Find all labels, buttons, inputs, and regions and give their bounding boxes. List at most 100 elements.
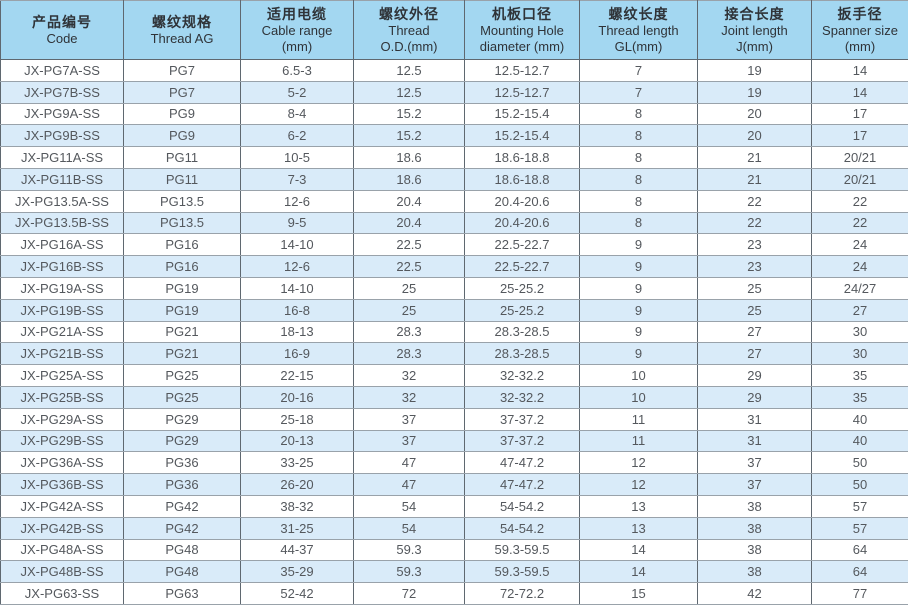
- table-row: JX-PG11A-SS PG11 10-5 18.6 18.6-18.8 8 21 20/21: [0, 146, 908, 169]
- column-header-zh: 螺纹长度: [608, 5, 669, 22]
- cell-mounting-hole: 20.4-20.6: [464, 189, 580, 213]
- table-row: JX-PG21B-SS PG21 16-9 28.3 28.3-28.5 9 27 30: [0, 342, 908, 366]
- cell-mounting-hole: 15.2-15.4: [464, 124, 580, 148]
- cell-spanner-size: 17: [811, 124, 908, 148]
- cell-cable-range: 16-9: [240, 342, 354, 366]
- cell-joint-length: 22: [697, 189, 812, 213]
- cell-spanner-size: 30: [811, 320, 908, 344]
- cell-mounting-hole: 15.2-15.4: [464, 102, 580, 126]
- cell-thread-od: 32: [353, 364, 465, 387]
- cell-cable-range: 10-5: [240, 146, 354, 169]
- cell-thread-length: 14: [579, 560, 698, 584]
- cell-joint-length: 38: [697, 494, 812, 518]
- column-header-thread-length: 螺纹长度 Thread length GL(mm): [579, 0, 698, 60]
- cell-code: JX-PG21B-SS: [0, 342, 124, 366]
- column-header-en-line2: (mm): [281, 38, 313, 54]
- cell-thread-od: 32: [353, 385, 465, 409]
- cell-thread-length: 9: [579, 342, 698, 366]
- cell-mounting-hole: 54-54.2: [464, 494, 580, 518]
- cell-thread-length: 15: [579, 582, 698, 605]
- cell-thread-length: 10: [579, 385, 698, 409]
- cell-thread-length: 9: [579, 255, 698, 278]
- cell-joint-length: 27: [697, 320, 812, 344]
- cell-joint-length: 42: [697, 582, 812, 605]
- column-header-thread-ag: 螺纹规格 Thread AG: [123, 0, 241, 60]
- cell-thread-length: 9: [579, 276, 698, 300]
- table-row: JX-PG36B-SS PG36 26-20 47 47-47.2 12 37 50: [0, 473, 908, 496]
- cell-cable-range: 18-13: [240, 320, 354, 344]
- cell-thread-ag: PG13.5: [123, 211, 241, 235]
- cell-thread-length: 9: [579, 298, 698, 322]
- table-row: JX-PG48B-SS PG48 35-29 59.3 59.3-59.5 14 38 64: [0, 560, 908, 584]
- table-row: JX-PG25B-SS PG25 20-16 32 32-32.2 10 29 35: [0, 385, 908, 409]
- cell-thread-length: 14: [579, 538, 698, 562]
- cell-spanner-size: 24: [811, 255, 908, 278]
- cell-cable-range: 38-32: [240, 494, 354, 518]
- cell-mounting-hole: 59.3-59.5: [464, 538, 580, 562]
- cell-joint-length: 31: [697, 429, 812, 453]
- cell-mounting-hole: 18.6-18.8: [464, 167, 580, 191]
- cell-cable-range: 7-3: [240, 167, 354, 191]
- table-row: JX-PG42B-SS PG42 31-25 54 54-54.2 13 38 57: [0, 516, 908, 540]
- cell-joint-length: 29: [697, 385, 812, 409]
- cell-thread-od: 59.3: [353, 560, 465, 584]
- cell-code: JX-PG36A-SS: [0, 451, 124, 475]
- cell-cable-range: 26-20: [240, 473, 354, 496]
- cell-mounting-hole: 28.3-28.5: [464, 320, 580, 344]
- cell-spanner-size: 77: [811, 582, 908, 605]
- cell-thread-od: 20.4: [353, 189, 465, 213]
- cell-thread-ag: PG16: [123, 233, 241, 257]
- cell-joint-length: 25: [697, 276, 812, 300]
- cell-cable-range: 12-6: [240, 189, 354, 213]
- cell-joint-length: 22: [697, 211, 812, 235]
- cell-thread-od: 28.3: [353, 342, 465, 366]
- cell-thread-od: 12.5: [353, 59, 465, 82]
- cell-thread-ag: PG9: [123, 124, 241, 148]
- cell-joint-length: 37: [697, 451, 812, 475]
- cell-mounting-hole: 22.5-22.7: [464, 255, 580, 278]
- table-row: JX-PG29B-SS PG29 20-13 37 37-37.2 11 31 40: [0, 429, 908, 453]
- table-row: JX-PG25A-SS PG25 22-15 32 32-32.2 10 29 35: [0, 364, 908, 387]
- cell-thread-ag: PG63: [123, 582, 241, 605]
- table-row: JX-PG9A-SS PG9 8-4 15.2 15.2-15.4 8 20 17: [0, 102, 908, 126]
- cell-thread-length: 8: [579, 124, 698, 148]
- cell-cable-range: 35-29: [240, 560, 354, 584]
- cell-mounting-hole: 32-32.2: [464, 385, 580, 409]
- table-row: JX-PG29A-SS PG29 25-18 37 37-37.2 11 31 40: [0, 407, 908, 431]
- cell-spanner-size: 22: [811, 211, 908, 235]
- cell-cable-range: 20-16: [240, 385, 354, 409]
- cell-thread-od: 72: [353, 582, 465, 605]
- cell-cable-range: 52-42: [240, 582, 354, 605]
- cell-thread-od: 22.5: [353, 255, 465, 278]
- cell-spanner-size: 50: [811, 451, 908, 475]
- cell-thread-ag: PG42: [123, 516, 241, 540]
- table-row: JX-PG13.5A-SS PG13.5 12-6 20.4 20.4-20.6 8 22 2…: [0, 189, 908, 213]
- column-header-thread-od: 螺纹外径 Thread O.D.(mm): [353, 0, 465, 60]
- cell-joint-length: 29: [697, 364, 812, 387]
- cell-thread-ag: PG25: [123, 385, 241, 409]
- cell-cable-range: 31-25: [240, 516, 354, 540]
- column-header-en-line2: O.D.(mm): [380, 38, 438, 54]
- cell-joint-length: 27: [697, 342, 812, 366]
- column-header-en: Thread: [388, 22, 430, 38]
- column-header-zh: 螺纹外径: [379, 5, 439, 22]
- cell-joint-length: 19: [697, 80, 812, 104]
- cell-cable-range: 20-13: [240, 429, 354, 453]
- cell-spanner-size: 35: [811, 364, 908, 387]
- column-header-en: Joint length: [721, 22, 788, 38]
- cell-cable-range: 5-2: [240, 80, 354, 104]
- table-row: JX-PG42A-SS PG42 38-32 54 54-54.2 13 38 57: [0, 494, 908, 518]
- cell-thread-ag: PG7: [123, 59, 241, 82]
- cell-cable-range: 44-37: [240, 538, 354, 562]
- cell-thread-od: 12.5: [353, 80, 465, 104]
- cell-mounting-hole: 54-54.2: [464, 516, 580, 540]
- cell-cable-range: 25-18: [240, 407, 354, 431]
- column-header-en: Mounting Hole: [480, 22, 564, 38]
- cell-thread-ag: PG25: [123, 364, 241, 387]
- cell-joint-length: 23: [697, 233, 812, 257]
- cell-code: JX-PG25B-SS: [0, 385, 124, 409]
- cell-thread-length: 8: [579, 189, 698, 213]
- table-row: JX-PG16B-SS PG16 12-6 22.5 22.5-22.7 9 23 24: [0, 255, 908, 278]
